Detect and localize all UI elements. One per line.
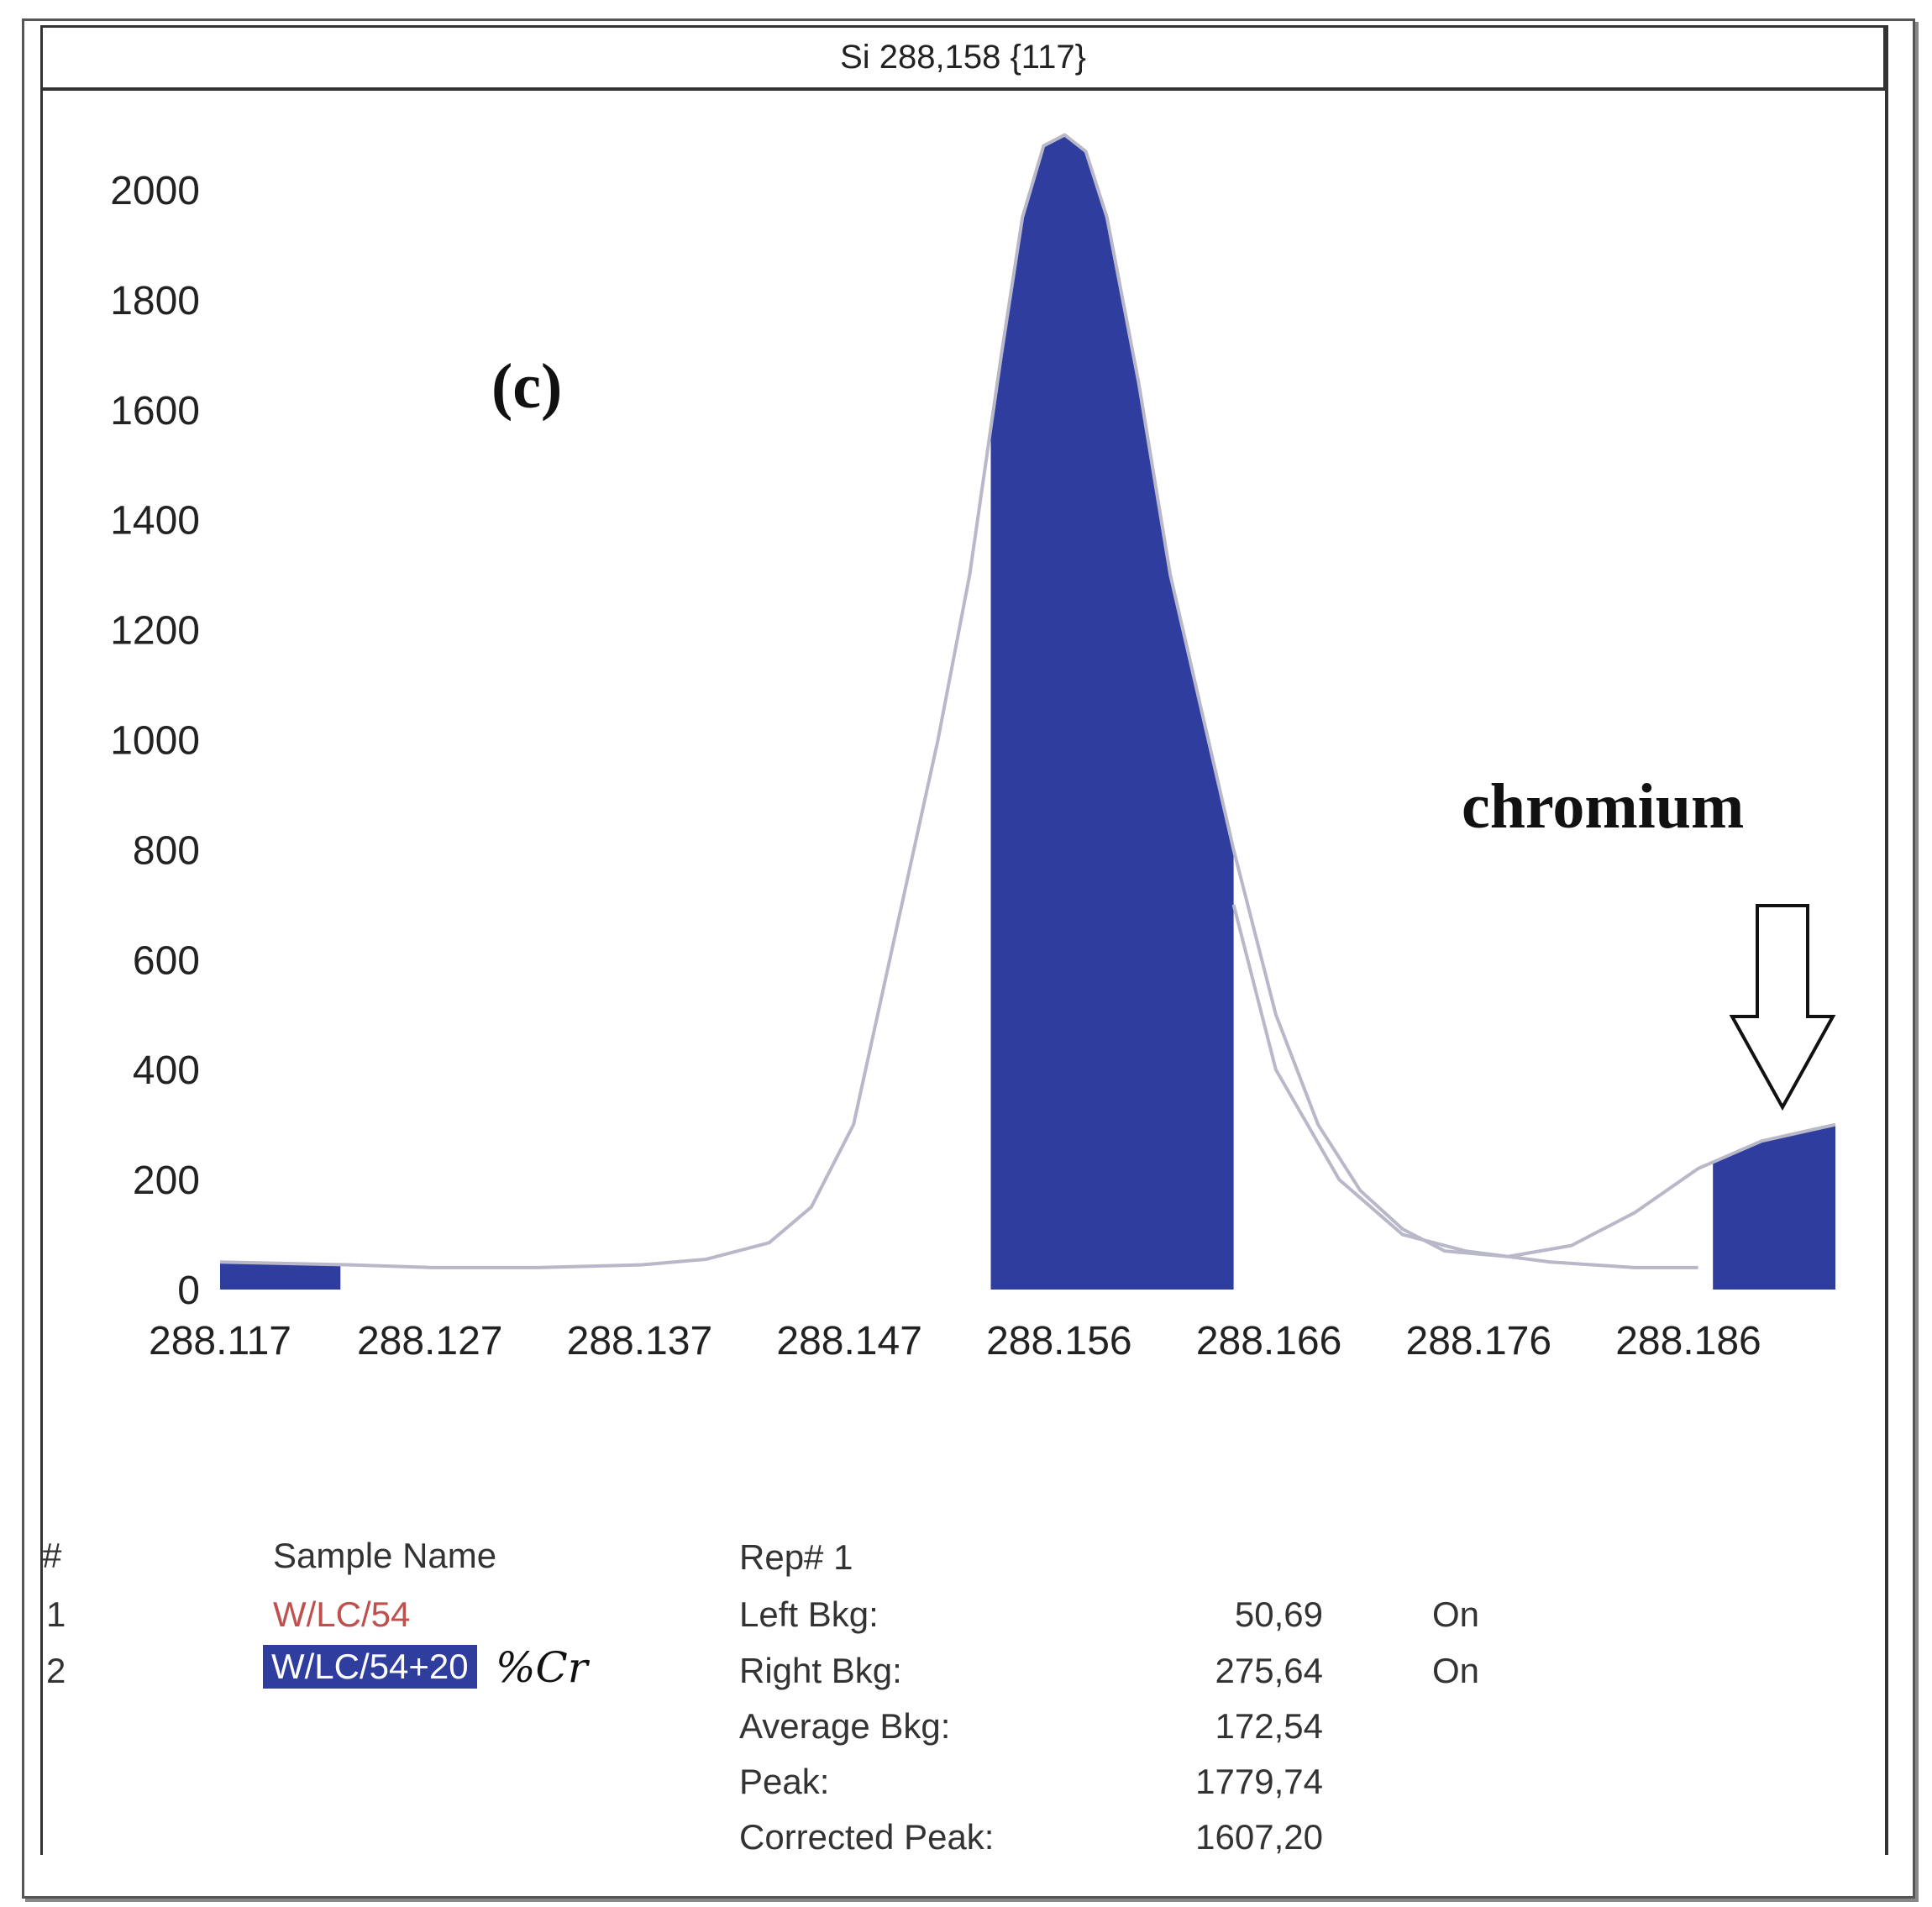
x-tick-label-0: 288.117: [149, 1319, 291, 1363]
spectrum-curves: [219, 133, 1836, 1269]
panel-label: (c): [491, 351, 562, 422]
y-tick-label-3: 600: [133, 938, 200, 983]
row-1-sample-name: W/LC/54: [273, 1594, 411, 1634]
highlight-region-1: [220, 1262, 341, 1290]
stat-average-bkg-label: Average Bkg:: [739, 1706, 951, 1746]
row-2-sample-name[interactable]: W/LC/54+20: [263, 1645, 477, 1689]
rep-header: Rep# 1: [739, 1537, 853, 1577]
chromium-label: chromium: [1462, 771, 1744, 842]
y-tick-label-7: 1400: [110, 499, 200, 544]
y-tick-label-0: 0: [177, 1269, 200, 1313]
y-tick-label-9: 1800: [110, 279, 200, 323]
stat-peak-label: Peak:: [739, 1762, 830, 1801]
stat-corrected-peak-label: Corrected Peak:: [739, 1817, 995, 1857]
x-tick-label-6: 288.176: [1406, 1319, 1552, 1363]
x-tick-label-7: 288.186: [1615, 1319, 1761, 1363]
highlight-region-3: [1713, 1124, 1835, 1290]
stat-right-bkg-status: On: [1432, 1651, 1480, 1690]
x-tick-label-1: 288.127: [357, 1319, 503, 1363]
stat-average-bkg-value: 172,54: [1215, 1706, 1323, 1746]
row-2-handwritten-note: %Cr: [496, 1643, 588, 1692]
y-tick-label-2: 400: [133, 1048, 200, 1093]
secondary-spectrum-line: [1231, 904, 1698, 1269]
stat-left-bkg-label: Left Bkg:: [739, 1594, 879, 1634]
plot-border: [40, 91, 1888, 1855]
x-tick-label-3: 288.147: [776, 1319, 922, 1363]
stat-corrected-peak-value: 1607,20: [1195, 1817, 1323, 1857]
report-frame: [22, 18, 1915, 1899]
frame-shadow: [25, 22, 1919, 1902]
y-tick-label-10: 2000: [110, 169, 200, 213]
x-tick-label-2: 288.137: [567, 1319, 713, 1363]
row-2-num: 2: [46, 1651, 66, 1690]
y-tick-label-6: 1200: [110, 609, 200, 654]
row-1-num: 1: [46, 1594, 66, 1634]
y-axis-ticks: 0 200 400 600 800 1000 1200 1400 1600 1800 2000: [110, 169, 200, 1313]
down-arrow-icon: [1729, 904, 1836, 1111]
x-tick-label-4: 288.156: [986, 1319, 1132, 1363]
y-tick-label-8: 1600: [110, 389, 200, 433]
stat-right-bkg-value: 275,64: [1215, 1651, 1323, 1690]
stat-right-bkg-label: Right Bkg:: [739, 1651, 902, 1690]
y-tick-label-4: 800: [133, 828, 200, 873]
col-hash-header: #: [42, 1536, 62, 1575]
highlight-regions: [220, 135, 1835, 1290]
col-sample-header: Sample Name: [273, 1536, 497, 1575]
stat-left-bkg-value: 50,69: [1234, 1594, 1323, 1634]
x-axis-ticks: 288.117 288.127 288.137 288.147 288.156 288.1…: [149, 1319, 1761, 1363]
spectrum-line: [219, 133, 1836, 1269]
y-tick-label-5: 1000: [110, 719, 200, 764]
highlight-region-2: [990, 135, 1234, 1290]
stat-peak-value: 1779,74: [1195, 1762, 1323, 1801]
x-tick-label-5: 288.166: [1196, 1319, 1342, 1363]
chart-title: Si 288,158 {117}: [40, 25, 1888, 91]
stat-left-bkg-status: On: [1432, 1594, 1480, 1634]
y-tick-label-1: 200: [133, 1158, 200, 1203]
